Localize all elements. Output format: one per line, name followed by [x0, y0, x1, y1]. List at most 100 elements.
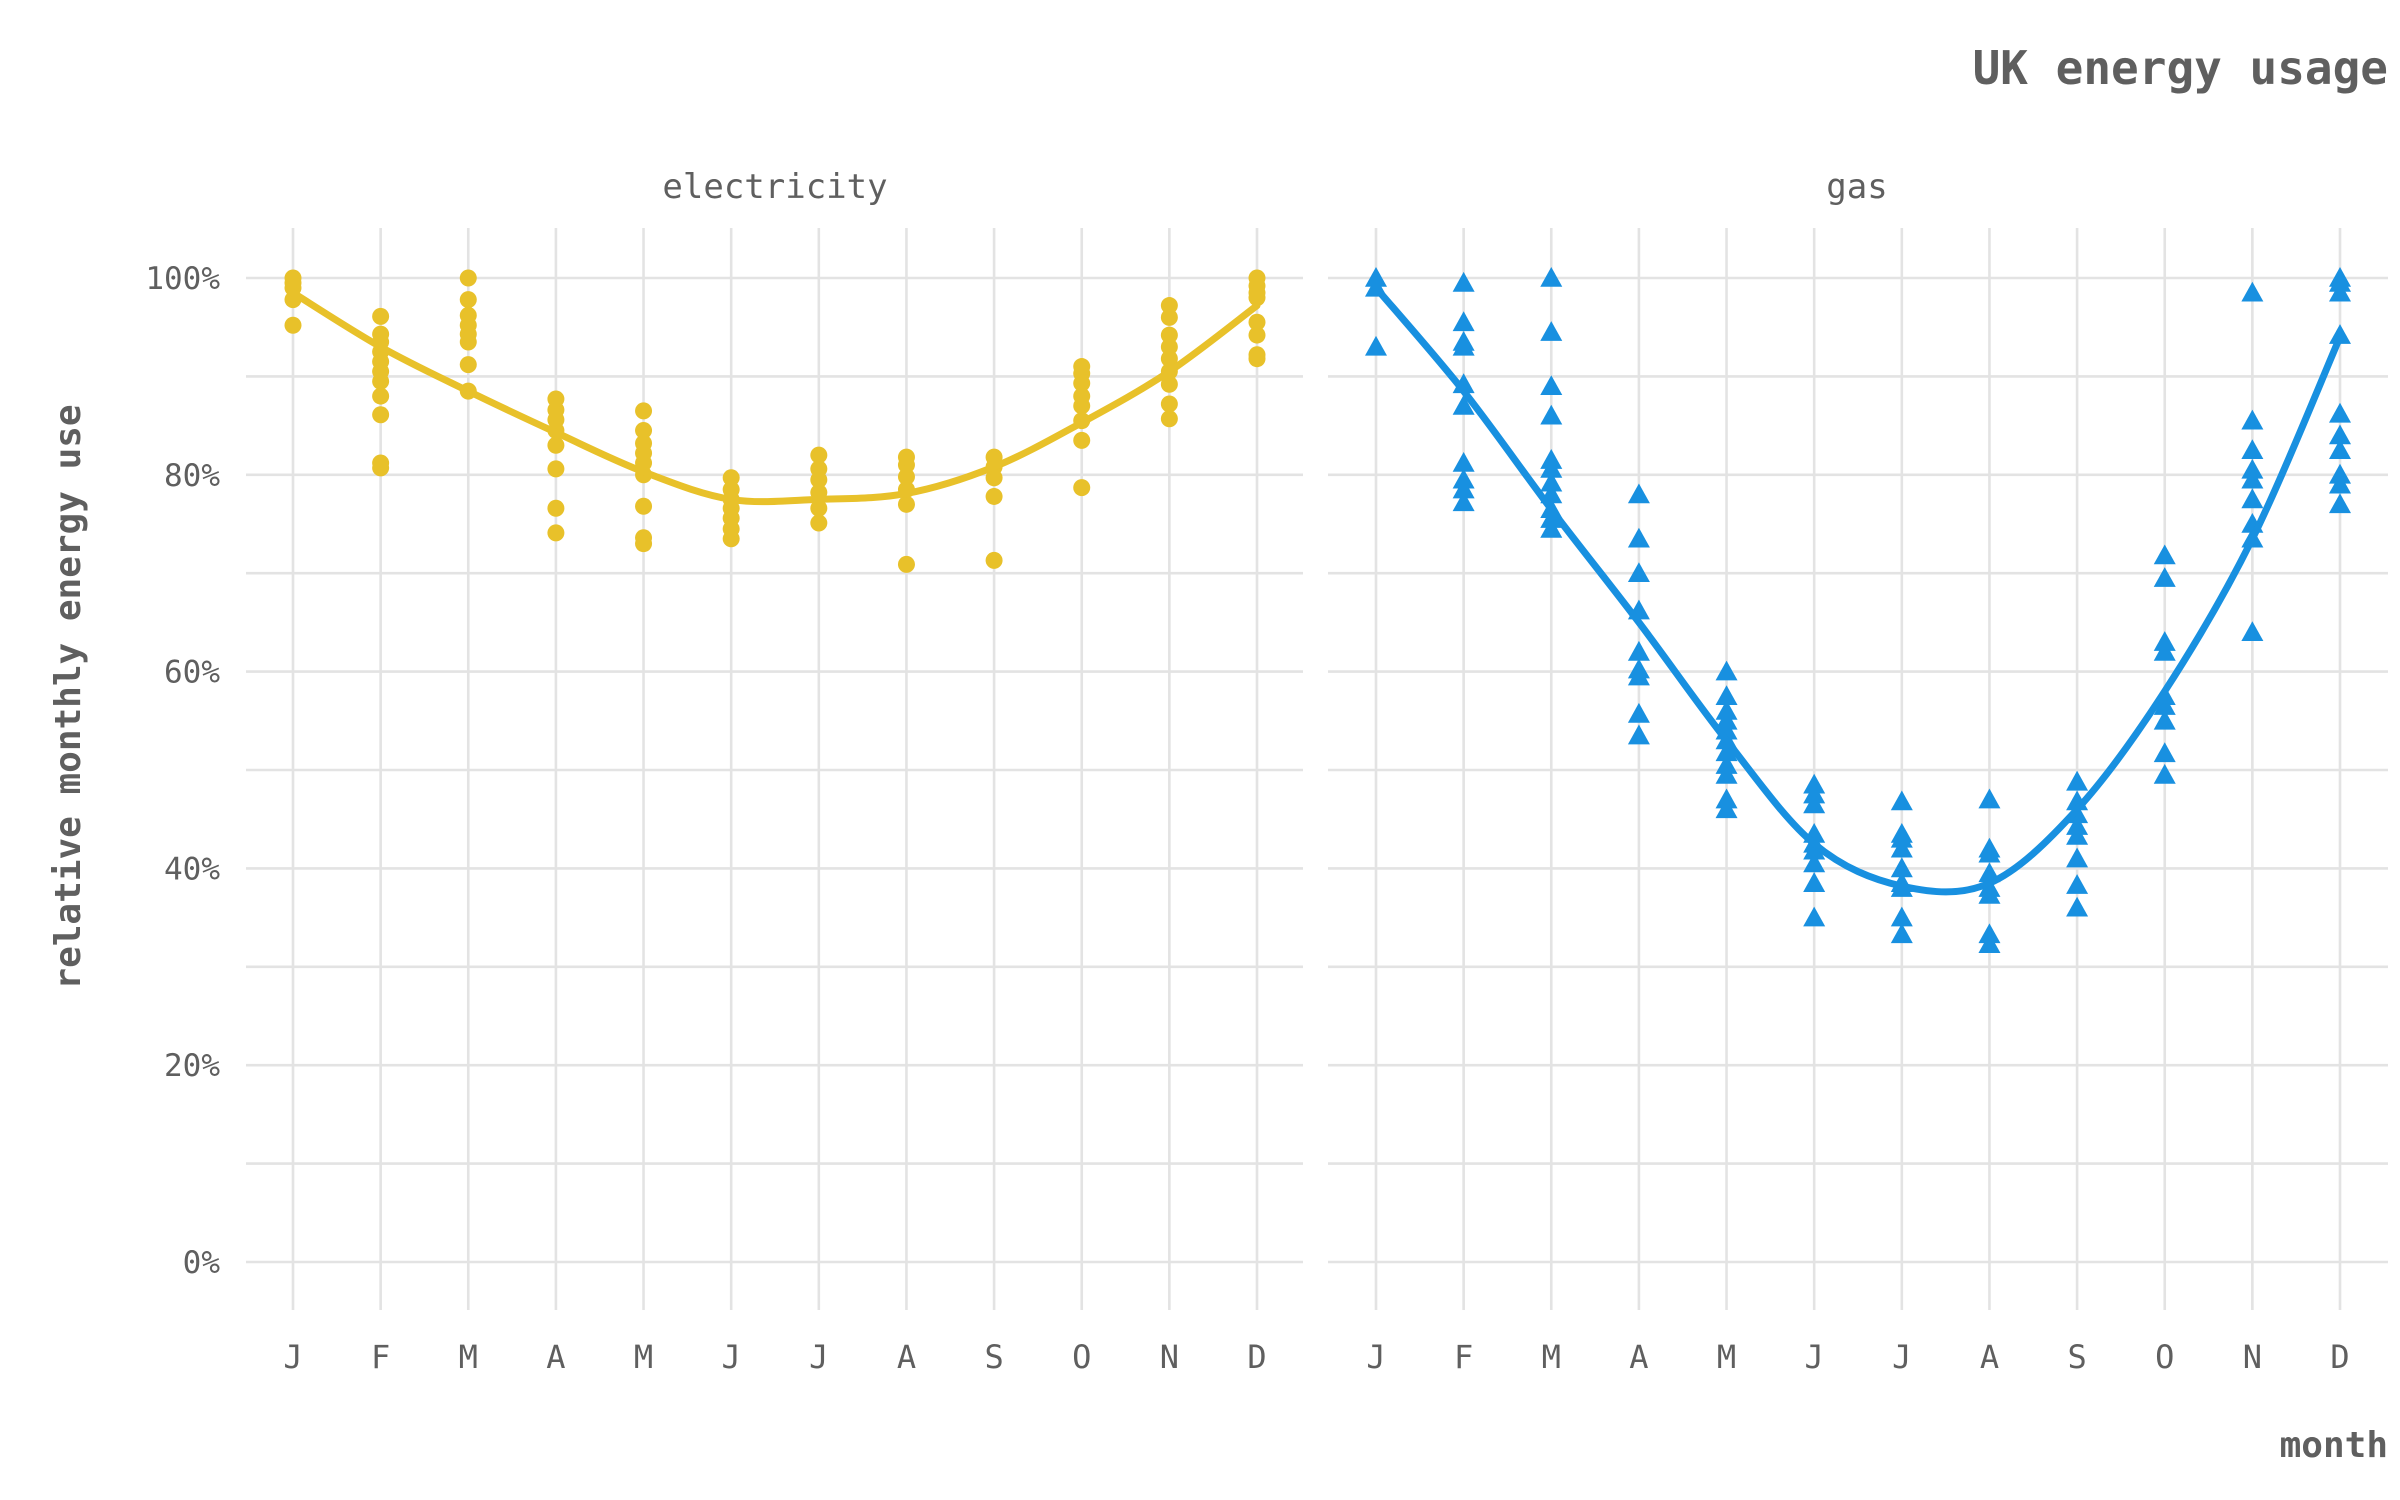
- x-tick-label: J: [1366, 1338, 1385, 1376]
- data-point: [2066, 847, 2089, 868]
- data-point: [2329, 439, 2351, 459]
- data-points: [1365, 267, 2351, 953]
- data-point: [722, 469, 740, 487]
- data-point: [2241, 409, 2264, 430]
- data-point: [897, 555, 915, 573]
- data-point: [1627, 562, 1650, 582]
- data-point: [2153, 742, 2176, 763]
- data-point: [810, 514, 828, 532]
- data-point: [1160, 297, 1178, 315]
- data-point: [2066, 874, 2089, 894]
- data-point: [1627, 640, 1650, 661]
- data-point: [1452, 451, 1475, 472]
- data-point: [1540, 321, 1563, 341]
- data-point: [2241, 621, 2264, 642]
- y-tick-label: 100%: [145, 261, 220, 297]
- y-tick-label: 80%: [164, 458, 220, 494]
- x-tick-label: O: [1072, 1338, 1091, 1376]
- x-tick-label: N: [1160, 1338, 1179, 1376]
- data-point: [547, 436, 565, 454]
- y-axis-title: relative monthly energy use: [48, 404, 89, 989]
- x-tick-label: D: [1247, 1338, 1266, 1376]
- x-tick-label: F: [1454, 1338, 1473, 1376]
- x-tick-label: J: [283, 1338, 302, 1376]
- data-point: [2329, 267, 2351, 287]
- data-point: [1248, 313, 1266, 331]
- data-point: [1978, 923, 2001, 944]
- data-point: [635, 434, 653, 452]
- data-point: [1452, 330, 1475, 351]
- data-point: [2241, 439, 2264, 459]
- data-point: [1803, 773, 1826, 794]
- data-point: [1890, 906, 1913, 927]
- data-point: [2066, 815, 2089, 835]
- data-point: [459, 356, 477, 374]
- y-tick-label: 20%: [164, 1048, 220, 1084]
- data-point: [1160, 410, 1178, 428]
- data-point: [897, 495, 915, 513]
- data-point: [2329, 424, 2351, 445]
- data-point: [372, 307, 390, 325]
- data-point: [1365, 335, 1387, 356]
- y-tick-label: 60%: [164, 655, 220, 691]
- data-point: [1978, 877, 2001, 897]
- data-point: [897, 468, 915, 486]
- data-point: [1540, 471, 1563, 492]
- facet-panels: 0% 20% 40% 60% 80% 100% electricity J F M A M J J A S O N…: [145, 167, 2388, 1376]
- data-point: [547, 460, 565, 478]
- data-point: [1715, 685, 1738, 705]
- data-point: [2153, 631, 2176, 651]
- data-point: [1890, 822, 1913, 843]
- data-point: [1978, 837, 2001, 858]
- data-point: [985, 551, 1003, 569]
- gridlines: [1328, 228, 2388, 1310]
- data-point: [1160, 326, 1178, 344]
- x-tick-label: M: [1717, 1338, 1736, 1376]
- data-point: [1715, 660, 1738, 681]
- data-point: [2241, 488, 2264, 509]
- panel-strip-label: gas: [1826, 167, 1887, 207]
- data-point: [1452, 468, 1475, 489]
- data-point: [635, 529, 653, 547]
- data-point: [1627, 483, 1650, 504]
- data-point: [1890, 857, 1913, 878]
- data-point: [1160, 375, 1178, 393]
- x-tick-label: A: [1980, 1338, 1999, 1376]
- data-points: [284, 269, 1266, 573]
- data-point: [1540, 449, 1563, 469]
- data-point: [459, 291, 477, 309]
- data-point: [1715, 741, 1738, 762]
- x-tick-label: S: [2067, 1338, 2086, 1376]
- data-point: [459, 306, 477, 324]
- data-point: [2153, 567, 2176, 587]
- data-point: [810, 446, 828, 464]
- data-point: [2153, 709, 2176, 730]
- data-point: [459, 269, 477, 287]
- data-point: [372, 454, 390, 472]
- x-tick-label: D: [2330, 1338, 2349, 1376]
- x-tick-label: O: [2155, 1338, 2174, 1376]
- x-tick-label: J: [809, 1338, 828, 1376]
- data-point: [1248, 326, 1266, 344]
- data-point: [897, 448, 915, 466]
- data-point: [635, 402, 653, 420]
- data-point: [1248, 346, 1266, 364]
- data-point: [1160, 395, 1178, 413]
- y-tick-label: 40%: [164, 851, 220, 887]
- x-tick-label: J: [1805, 1338, 1824, 1376]
- data-point: [547, 390, 565, 408]
- panel-electricity: electricity J F M A M J J A S O N D: [246, 167, 1303, 1376]
- data-point: [284, 316, 302, 334]
- data-point: [2066, 896, 2089, 917]
- data-point: [1803, 906, 1826, 927]
- data-point: [2066, 770, 2089, 791]
- data-point: [372, 406, 390, 424]
- data-point: [1452, 311, 1475, 332]
- data-point: [1627, 724, 1650, 745]
- x-tick-label: A: [546, 1338, 565, 1376]
- data-point: [372, 387, 390, 405]
- data-point: [1803, 872, 1826, 892]
- data-point: [1890, 790, 1913, 811]
